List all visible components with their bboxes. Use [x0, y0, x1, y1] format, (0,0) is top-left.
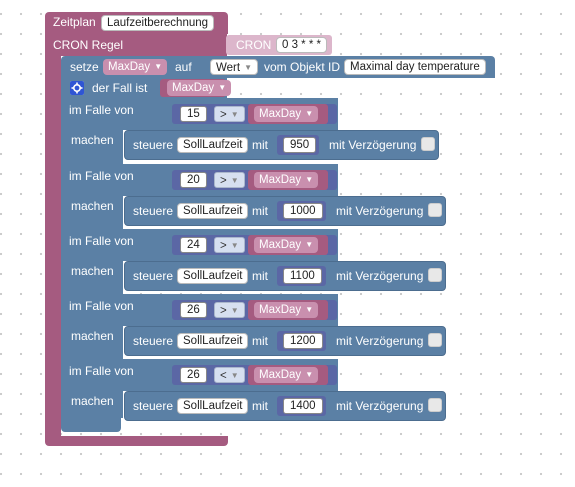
- chevron-down-icon: ▼: [305, 305, 314, 314]
- delay-checkbox[interactable]: [428, 268, 442, 282]
- chevron-down-icon: ▼: [230, 241, 239, 250]
- threshold-field[interactable]: 15: [180, 106, 207, 122]
- case-label: im Falle von: [69, 364, 134, 378]
- case-label: im Falle von: [69, 234, 134, 248]
- variable-dropdown[interactable]: MaxDay ▼: [254, 106, 319, 122]
- do-label: machen: [71, 199, 114, 213]
- variable-dropdown[interactable]: MaxDay ▼: [254, 302, 319, 318]
- chevron-down-icon: ▼: [305, 370, 314, 379]
- chevron-down-icon: ▼: [305, 240, 314, 249]
- operator-dropdown[interactable]: > ▼: [214, 172, 245, 188]
- cron-value-field[interactable]: 0 3 * * *: [276, 37, 327, 53]
- target-field[interactable]: SollLaufzeit: [177, 268, 249, 284]
- value-type-dropdown[interactable]: Wert ▼: [210, 59, 258, 75]
- value-field[interactable]: 1400: [283, 398, 323, 414]
- value-type-value: Wert: [216, 62, 241, 74]
- chevron-down-icon: ▼: [154, 62, 163, 71]
- control-label: steuere: [133, 269, 174, 283]
- set-variable-value: MaxDay: [108, 61, 151, 73]
- variable-value: MaxDay: [259, 239, 302, 251]
- threshold-field[interactable]: 24: [180, 237, 207, 253]
- gear-icon[interactable]: [70, 81, 84, 95]
- cron-input-label: CRON: [236, 38, 272, 52]
- with-label: mit: [252, 269, 268, 283]
- chevron-down-icon: ▼: [230, 371, 239, 380]
- value-field[interactable]: 1200: [283, 333, 323, 349]
- threshold-field[interactable]: 26: [180, 302, 207, 318]
- do-label: machen: [71, 394, 114, 408]
- chevron-down-icon: ▼: [230, 306, 239, 315]
- delay-label: mit Verzögerung: [329, 138, 417, 152]
- variable-dropdown[interactable]: MaxDay ▼: [254, 367, 319, 383]
- case-label: im Falle von: [69, 169, 134, 183]
- schedule-block-footer: [45, 436, 228, 446]
- operator-value: >: [220, 175, 227, 187]
- delay-checkbox[interactable]: [421, 137, 435, 151]
- variable-value: MaxDay: [259, 108, 302, 120]
- chevron-down-icon: ▼: [230, 176, 239, 185]
- set-variable-dropdown[interactable]: MaxDay ▼: [103, 59, 168, 75]
- case-label: im Falle von: [69, 103, 134, 117]
- object-id-field[interactable]: Maximal day temperature: [344, 59, 486, 75]
- delay-checkbox[interactable]: [428, 398, 442, 412]
- cron-row: [45, 34, 227, 56]
- switch-block-footer: [61, 418, 121, 432]
- threshold-field[interactable]: 26: [180, 367, 207, 383]
- control-label: steuere: [133, 334, 174, 348]
- target-field[interactable]: SollLaufzeit: [177, 398, 249, 414]
- value-field[interactable]: 950: [283, 137, 317, 153]
- variable-value: MaxDay: [259, 174, 302, 186]
- do-label: machen: [71, 264, 114, 278]
- variable-dropdown[interactable]: MaxDay ▼: [254, 172, 319, 188]
- target-field[interactable]: SollLaufzeit: [177, 333, 249, 349]
- operator-value: >: [220, 240, 227, 252]
- delay-checkbox[interactable]: [428, 333, 442, 347]
- object-label: vom Objekt ID: [264, 60, 341, 74]
- chevron-down-icon: ▼: [305, 175, 314, 184]
- delay-label: mit Verzögerung: [336, 204, 424, 218]
- operator-dropdown[interactable]: > ▼: [214, 106, 245, 122]
- chevron-down-icon: ▼: [244, 63, 252, 72]
- switch-variable-value: MaxDay: [172, 82, 215, 94]
- set-label: setze: [70, 60, 99, 74]
- operator-dropdown[interactable]: > ▼: [214, 302, 245, 318]
- cron-label: CRON Regel: [53, 38, 124, 52]
- chevron-down-icon: ▼: [218, 83, 227, 92]
- control-label: steuere: [133, 138, 174, 152]
- operator-dropdown[interactable]: < ▼: [214, 367, 245, 383]
- target-field[interactable]: SollLaufzeit: [177, 203, 249, 219]
- control-label: steuere: [133, 399, 174, 413]
- operator-value: >: [220, 109, 227, 121]
- operator-dropdown[interactable]: > ▼: [214, 237, 245, 253]
- delay-label: mit Verzögerung: [336, 334, 424, 348]
- threshold-field[interactable]: 20: [180, 172, 207, 188]
- case-label: im Falle von: [69, 299, 134, 313]
- schedule-name-field[interactable]: Laufzeitberechnung: [101, 15, 215, 31]
- operator-value: >: [220, 305, 227, 317]
- delay-label: mit Verzögerung: [336, 399, 424, 413]
- variable-value: MaxDay: [259, 304, 302, 316]
- do-label: machen: [71, 133, 114, 147]
- schedule-block-spine: [45, 34, 61, 436]
- variable-dropdown[interactable]: MaxDay ▼: [254, 237, 319, 253]
- variable-value: MaxDay: [259, 369, 302, 381]
- chevron-down-icon: ▼: [305, 109, 314, 118]
- schedule-label: Zeitplan: [53, 15, 96, 29]
- value-field[interactable]: 1100: [283, 268, 322, 284]
- with-label: mit: [252, 399, 268, 413]
- control-label: steuere: [133, 204, 174, 218]
- switch-label: der Fall ist: [92, 81, 148, 95]
- switch-variable-dropdown[interactable]: MaxDay ▼: [167, 80, 232, 96]
- set-on-label: auf: [175, 60, 192, 74]
- target-field[interactable]: SollLaufzeit: [177, 137, 249, 153]
- with-label: mit: [252, 334, 268, 348]
- with-label: mit: [252, 204, 268, 218]
- value-field[interactable]: 1000: [283, 203, 323, 219]
- do-label: machen: [71, 329, 114, 343]
- chevron-down-icon: ▼: [230, 110, 239, 119]
- delay-checkbox[interactable]: [428, 203, 442, 217]
- operator-value: <: [220, 370, 227, 382]
- with-label: mit: [252, 138, 268, 152]
- delay-label: mit Verzögerung: [336, 269, 424, 283]
